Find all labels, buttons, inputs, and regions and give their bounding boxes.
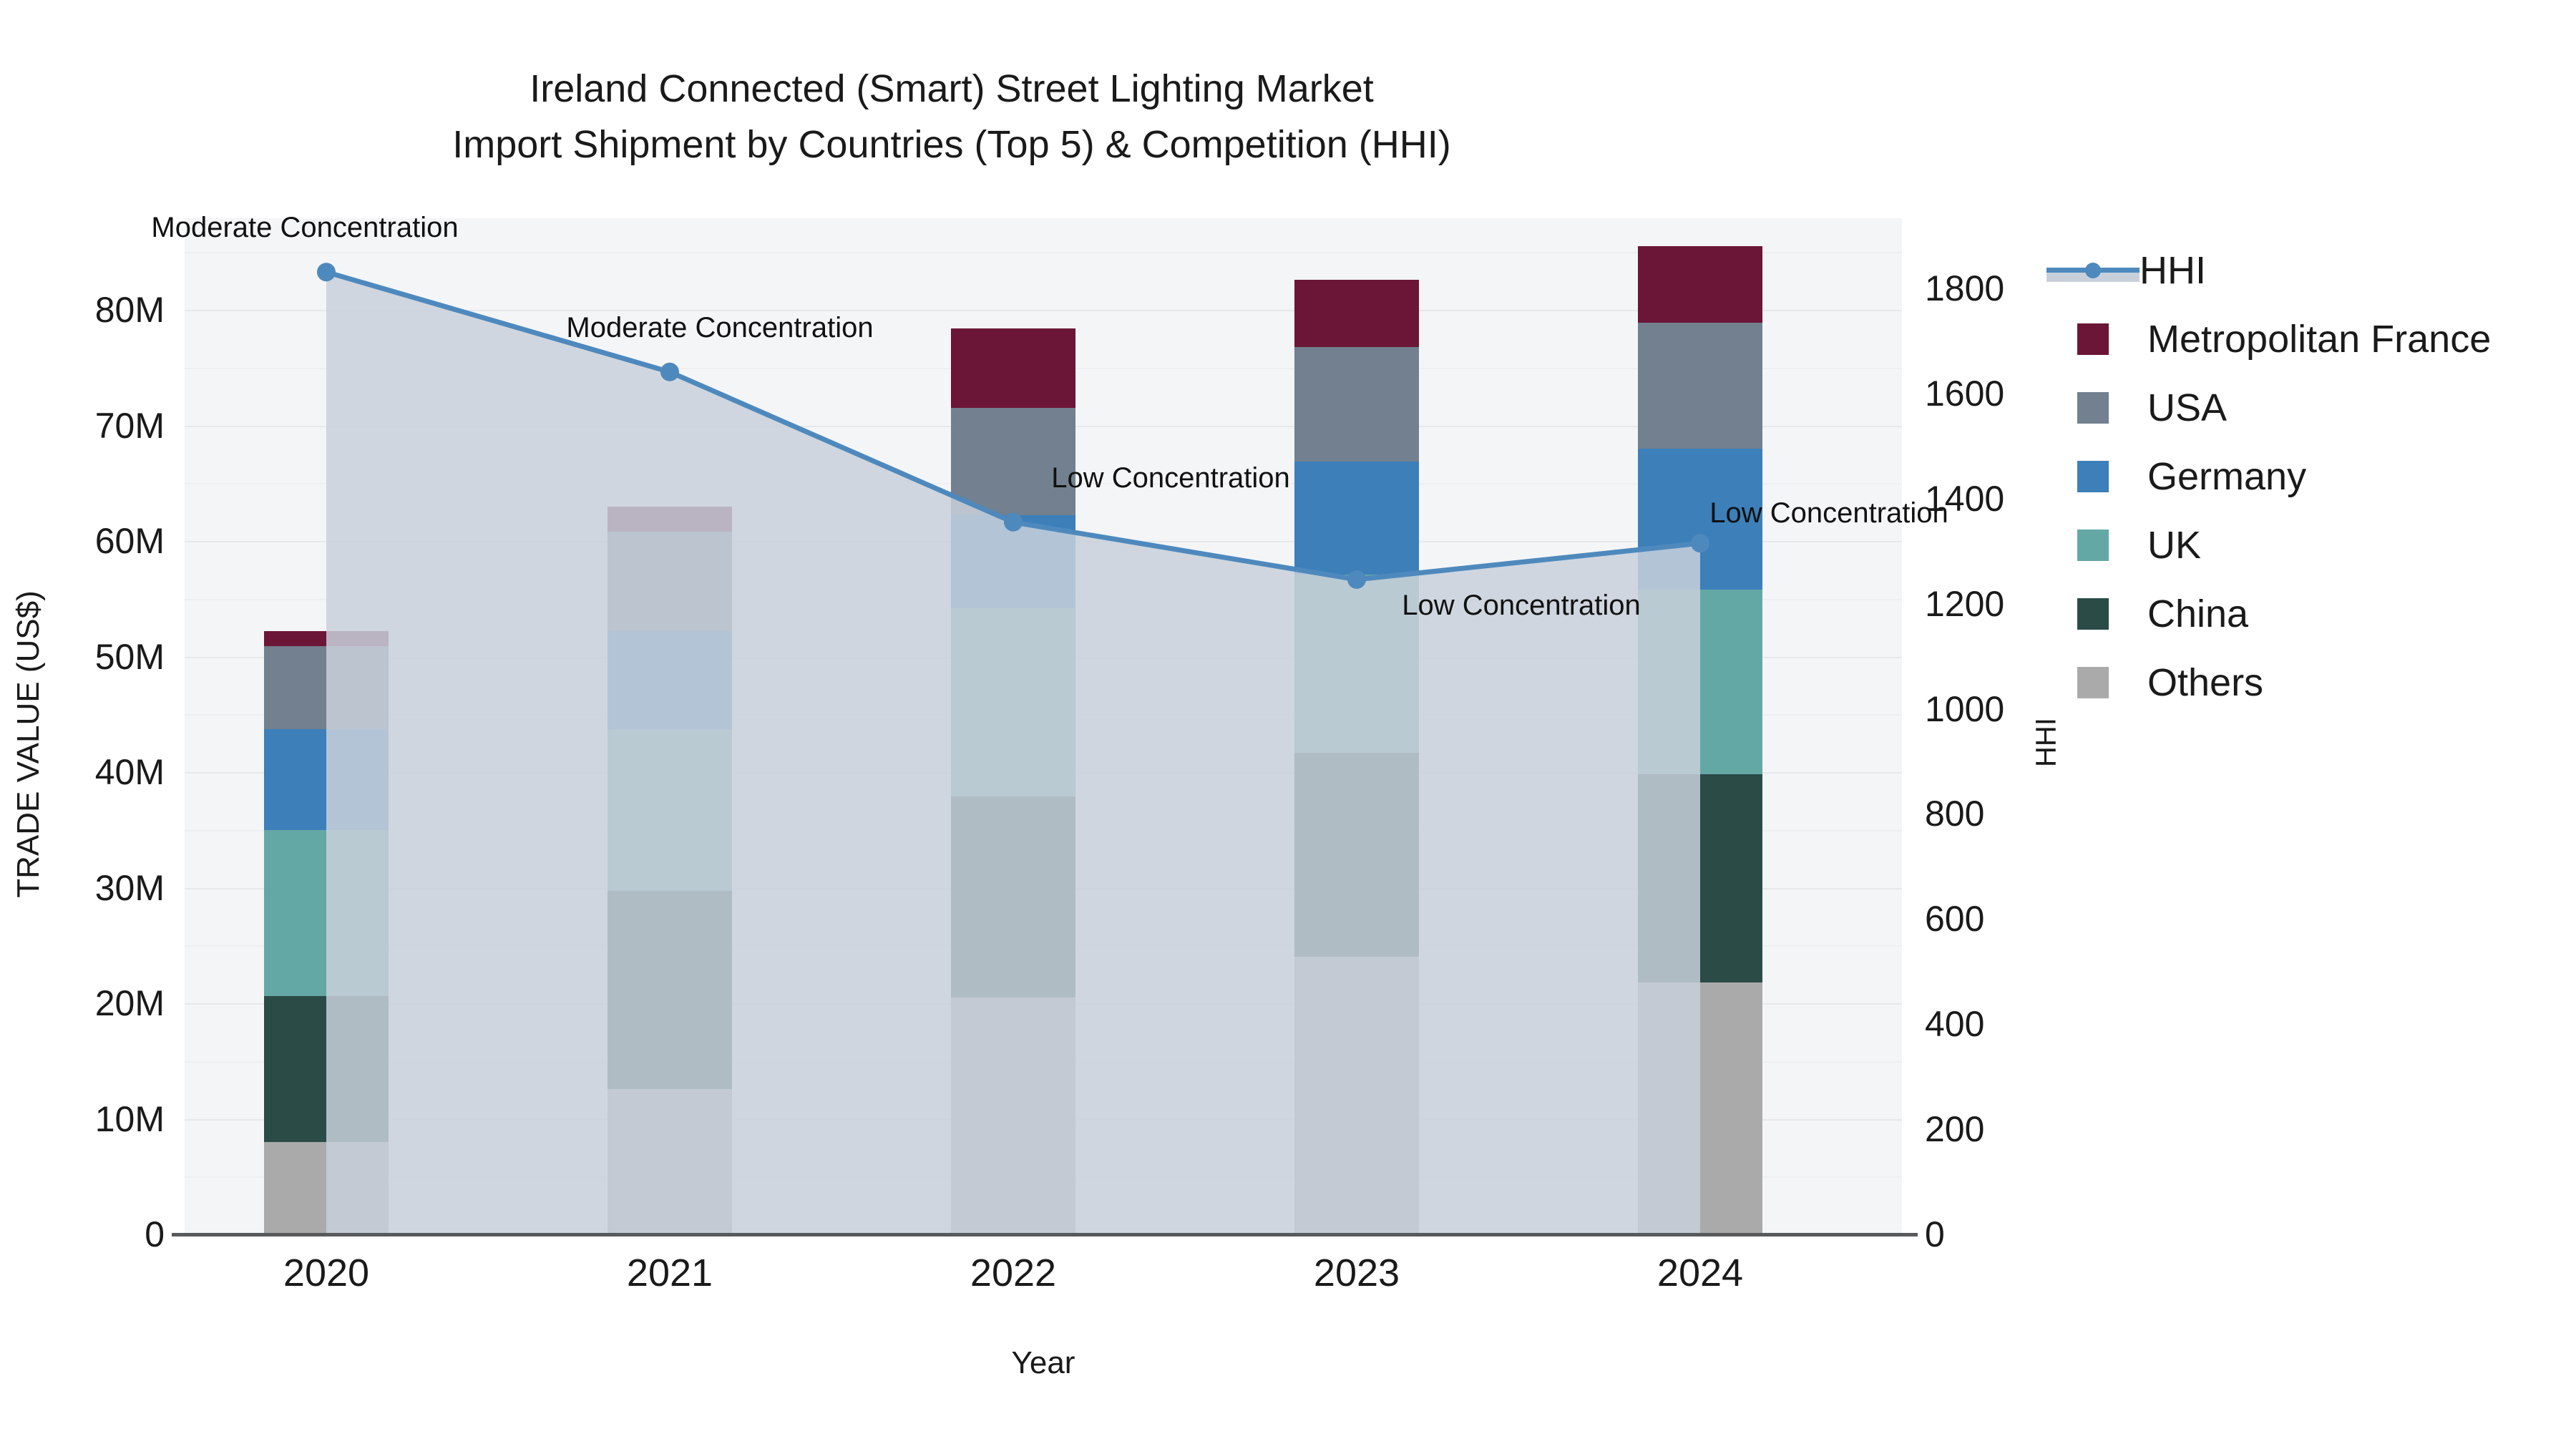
y-tick-right: 800 bbox=[1925, 794, 1985, 834]
hhi-annotation: Low Concentration bbox=[1402, 589, 1641, 621]
legend-label: USA bbox=[2147, 386, 2228, 429]
legend-swatch-icon bbox=[2077, 392, 2109, 424]
y-tick-left: 80M bbox=[94, 290, 165, 330]
y-tick-right: 1800 bbox=[1925, 268, 2005, 308]
chart-title-line2: Import Shipment by Countries (Top 5) & C… bbox=[452, 123, 1451, 166]
gridline bbox=[185, 310, 1902, 311]
chart-title-line1: Ireland Connected (Smart) Street Lightin… bbox=[530, 67, 1374, 110]
bar-segment[interactable] bbox=[1294, 280, 1419, 347]
x-tick-label: 2021 bbox=[626, 1252, 713, 1294]
legend-label: Germany bbox=[2147, 455, 2307, 498]
y-tick-left: 0 bbox=[145, 1214, 165, 1254]
legend-swatch-icon bbox=[2077, 598, 2109, 630]
y-tick-left: 40M bbox=[94, 752, 165, 792]
hhi-annotation: Moderate Concentration bbox=[566, 311, 874, 343]
chart-legend: HHI Metropolitan France USA Germany UK China O… bbox=[2046, 236, 2562, 717]
x-axis-line bbox=[172, 1233, 1918, 1236]
y-tick-right: 1400 bbox=[1925, 478, 2005, 519]
hhi-data-point[interactable] bbox=[1004, 512, 1023, 532]
bar-segment[interactable] bbox=[1294, 461, 1419, 575]
y-tick-right: 600 bbox=[1925, 899, 1985, 940]
legend-label: Others bbox=[2147, 661, 2264, 704]
y-tick-left: 60M bbox=[94, 521, 165, 561]
bar-segment[interactable] bbox=[951, 408, 1075, 516]
legend-swatch-icon bbox=[2077, 323, 2109, 355]
legend-label: China bbox=[2147, 592, 2249, 635]
y-tick-right: 1000 bbox=[1925, 688, 2005, 729]
x-tick-label: 2023 bbox=[1313, 1252, 1400, 1294]
y-tick-right: 0 bbox=[1925, 1214, 1945, 1254]
x-tick-label: 2020 bbox=[283, 1252, 370, 1294]
plot-area: Moderate Concentration Moderate Concentra… bbox=[151, 212, 1948, 1236]
hhi-data-point[interactable] bbox=[1347, 570, 1366, 589]
hhi-annotation: Low Concentration bbox=[1051, 462, 1290, 494]
x-tick-label: 2022 bbox=[970, 1252, 1057, 1294]
legend-label: Metropolitan France bbox=[2147, 318, 2492, 361]
hhi-data-point[interactable] bbox=[317, 263, 336, 282]
hhi-annotation: Low Concentration bbox=[1709, 497, 1948, 530]
legend-swatch-icon bbox=[2077, 461, 2109, 492]
hhi-annotation: Moderate Concentration bbox=[151, 212, 459, 244]
y-tick-left: 70M bbox=[94, 405, 165, 446]
legend-label: UK bbox=[2147, 524, 2202, 567]
y-tick-left: 20M bbox=[94, 983, 165, 1023]
legend-item[interactable]: Germany bbox=[2046, 442, 2562, 511]
legend-label: HHI bbox=[2140, 249, 2206, 292]
hhi-data-point[interactable] bbox=[1691, 534, 1709, 553]
bar-segment[interactable] bbox=[1294, 346, 1419, 462]
legend-item[interactable]: Metropolitan France bbox=[2046, 305, 2562, 374]
legend-item[interactable]: Others bbox=[2046, 648, 2562, 717]
y-tick-right: 1600 bbox=[1925, 373, 2005, 414]
y-tick-left: 10M bbox=[94, 1098, 165, 1139]
gridline bbox=[185, 252, 1902, 254]
x-tick-label: 2024 bbox=[1657, 1252, 1744, 1294]
x-axis-title: Year bbox=[1011, 1345, 1075, 1380]
bar-segment[interactable] bbox=[1638, 322, 1762, 449]
y-tick-right: 1200 bbox=[1925, 583, 2005, 624]
legend-item[interactable]: USA bbox=[2046, 374, 2562, 442]
legend-line-marker-icon bbox=[2046, 255, 2140, 286]
legend-item[interactable]: UK bbox=[2046, 511, 2562, 580]
legend-swatch-icon bbox=[2077, 667, 2109, 698]
y-tick-left: 50M bbox=[94, 636, 165, 677]
hhi-data-point[interactable] bbox=[660, 362, 679, 381]
y-tick-right: 200 bbox=[1925, 1109, 1985, 1150]
y-tick-right: 400 bbox=[1925, 1004, 1985, 1045]
chart-title: Ireland Connected (Smart) Street Lightin… bbox=[0, 61, 1903, 172]
hhi-line-series bbox=[317, 263, 1709, 1234]
y-tick-left: 30M bbox=[94, 867, 165, 908]
legend-swatch-icon bbox=[2077, 530, 2109, 561]
legend-item[interactable]: China bbox=[2046, 580, 2562, 648]
bar-segment[interactable] bbox=[951, 328, 1075, 409]
bar-segment[interactable] bbox=[1638, 246, 1762, 323]
legend-item[interactable]: HHI bbox=[2046, 236, 2562, 305]
